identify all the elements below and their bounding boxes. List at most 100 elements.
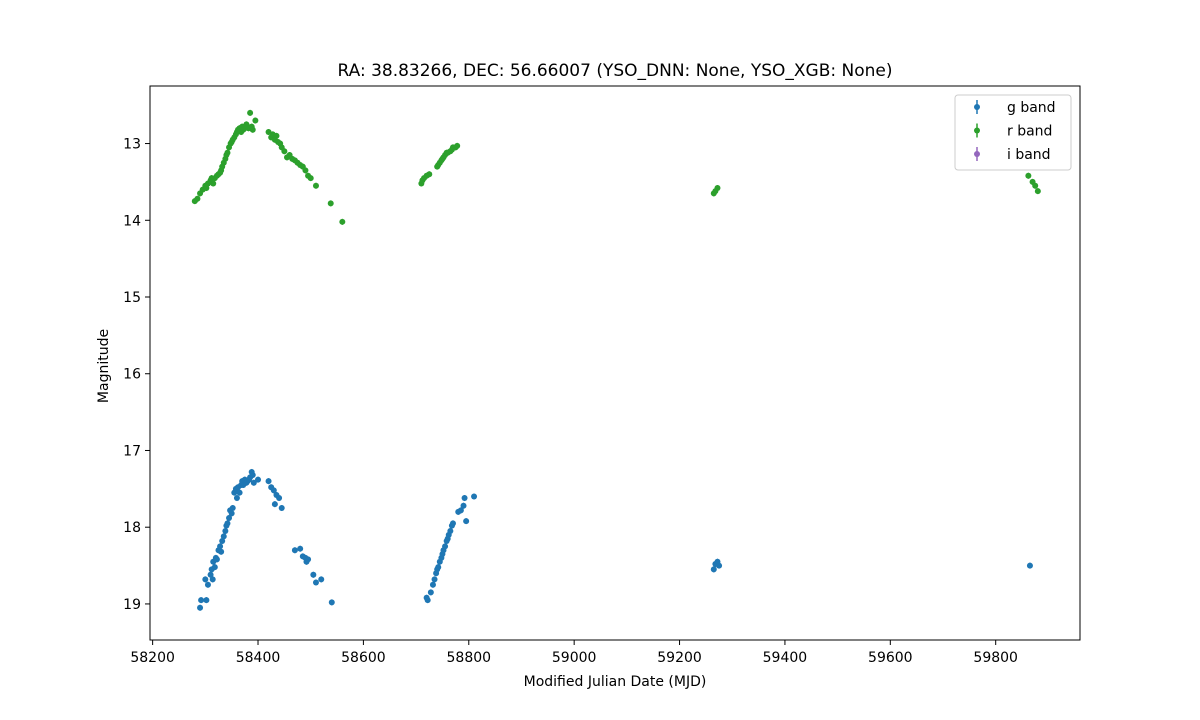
data-point — [431, 576, 438, 583]
data-point — [327, 200, 334, 207]
data-point — [427, 589, 434, 596]
data-point — [249, 126, 256, 133]
data-point — [454, 142, 461, 149]
data-point — [278, 505, 285, 512]
y-tick-label: 16 — [123, 367, 141, 383]
data-point — [207, 571, 214, 578]
data-point — [429, 581, 436, 588]
data-point — [435, 564, 442, 571]
x-axis-ticks: 58200 58400 58600 58800 59000 59200 59400 59600… — [130, 640, 1018, 666]
data-point — [219, 538, 226, 545]
data-point — [710, 566, 717, 573]
data-point — [203, 597, 210, 604]
data-point — [249, 472, 256, 479]
y-tick-label: 15 — [123, 290, 141, 306]
data-point — [1034, 188, 1041, 195]
data-point — [255, 476, 262, 483]
legend-label: i band — [1007, 147, 1051, 163]
data-point — [312, 182, 319, 189]
data-point — [716, 562, 723, 569]
data-point — [339, 218, 346, 225]
x-tick-label: 59200 — [657, 650, 702, 666]
data-point — [297, 545, 304, 552]
data-point — [218, 548, 225, 555]
x-tick-label: 58800 — [447, 650, 492, 666]
data-point — [236, 489, 243, 496]
data-point — [194, 195, 201, 202]
data-point — [307, 175, 314, 182]
data-point — [198, 597, 205, 604]
data-point — [224, 520, 231, 527]
data-point — [424, 597, 431, 604]
y-axis-label: Magnitude — [96, 329, 112, 403]
data-point — [247, 109, 254, 116]
data-point — [447, 528, 454, 535]
data-point — [270, 487, 277, 494]
data-point — [461, 495, 468, 502]
data-point — [281, 148, 288, 155]
data-point — [426, 171, 433, 178]
y-tick-label: 13 — [123, 137, 141, 153]
data-point — [1025, 172, 1032, 179]
data-point — [197, 604, 204, 611]
legend-marker — [974, 127, 980, 134]
legend: g band r band i band — [954, 94, 1072, 171]
legend-label: r band — [1007, 124, 1052, 140]
data-point — [226, 514, 233, 521]
points-layer — [191, 109, 1041, 611]
data-point — [250, 479, 257, 486]
data-point — [305, 556, 312, 563]
x-tick-label: 59800 — [973, 650, 1018, 666]
data-point — [228, 510, 235, 517]
data-point — [229, 505, 236, 512]
data-point — [457, 507, 464, 514]
plot-frame — [149, 85, 1081, 641]
x-tick-label: 59000 — [552, 650, 597, 666]
data-point — [217, 543, 224, 550]
data-point — [1026, 562, 1033, 569]
x-tick-label: 59600 — [868, 650, 913, 666]
data-point — [302, 167, 309, 174]
data-point — [210, 180, 217, 187]
data-point — [471, 493, 478, 500]
x-tick-label: 59400 — [763, 650, 808, 666]
data-point — [1032, 182, 1039, 189]
data-point — [449, 520, 456, 527]
data-point — [224, 149, 231, 156]
data-point — [265, 478, 272, 485]
data-point — [463, 518, 470, 525]
y-tick-label: 14 — [123, 213, 141, 229]
data-point — [460, 502, 467, 509]
x-tick-label: 58600 — [341, 650, 386, 666]
x-axis-label: Modified Julian Date (MJD) — [524, 674, 707, 690]
data-point — [220, 533, 227, 540]
y-tick-label: 18 — [123, 520, 141, 536]
x-tick-label: 58400 — [236, 650, 281, 666]
data-point — [202, 576, 209, 583]
legend-label: g band — [1007, 100, 1056, 116]
data-point — [273, 132, 280, 139]
data-point — [276, 495, 283, 502]
data-point — [291, 547, 298, 554]
data-point — [233, 495, 240, 502]
data-point — [310, 571, 317, 578]
data-point — [203, 185, 210, 192]
data-point — [213, 556, 220, 563]
y-tick-label: 19 — [123, 597, 141, 613]
data-point — [252, 117, 259, 124]
y-tick-label: 17 — [123, 443, 141, 459]
x-tick-label: 58200 — [130, 650, 175, 666]
data-point — [328, 599, 335, 606]
data-point — [222, 528, 229, 535]
legend-box — [954, 94, 1072, 171]
y-axis-ticks: 13 14 15 16 17 18 19 — [123, 137, 150, 613]
data-point — [318, 576, 325, 583]
data-point — [211, 564, 218, 571]
data-point — [442, 543, 449, 550]
data-point — [312, 579, 319, 586]
data-point — [204, 581, 211, 588]
data-point — [271, 501, 278, 508]
legend-marker — [974, 104, 980, 110]
data-point — [209, 576, 216, 583]
